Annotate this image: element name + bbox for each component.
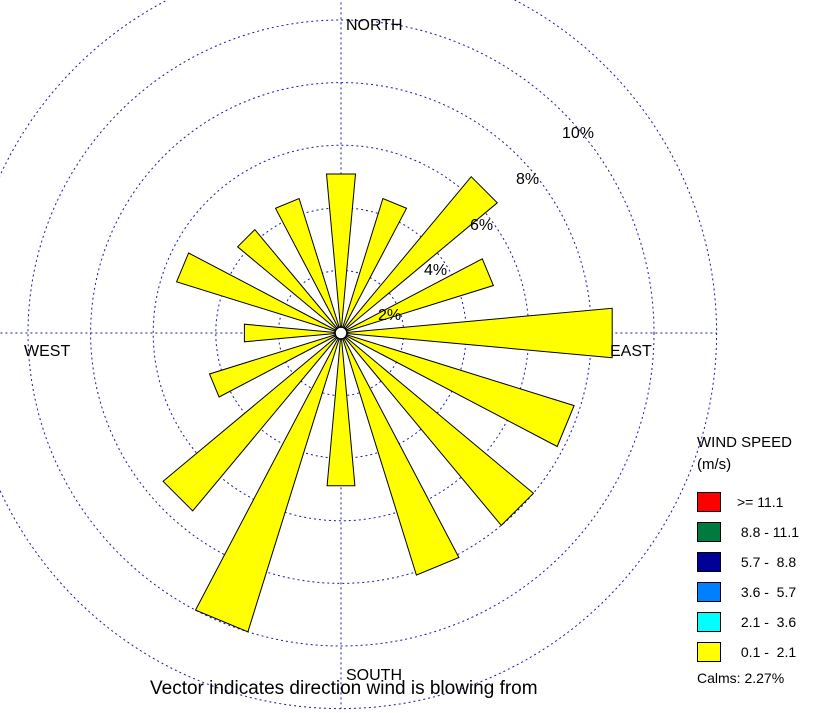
legend-items: >= 11.1 8.8 - 11.1 5.7 - 8.8 3.6 - 5.7 2… xyxy=(697,490,827,664)
ring-label: 8% xyxy=(516,171,539,188)
petal-292_5deg xyxy=(175,252,342,334)
petal-180deg xyxy=(326,332,356,487)
petal-22_5deg xyxy=(340,197,408,334)
petal-90deg xyxy=(340,307,613,359)
petal-202_5deg xyxy=(194,332,342,633)
legend-title: WIND SPEED xyxy=(697,434,793,451)
petal-157_5deg xyxy=(340,332,460,576)
legend-swatch xyxy=(697,492,721,512)
ring-10-pct xyxy=(27,19,655,647)
ring-label: 2% xyxy=(378,307,401,324)
legend-item: >= 11.1 xyxy=(697,490,827,514)
petal-270deg xyxy=(243,323,342,343)
legend-swatch xyxy=(697,582,721,602)
ring-labels: 2% 4% 6% 8% 10% xyxy=(378,125,594,324)
ring-label: 6% xyxy=(470,217,493,234)
petal-45deg xyxy=(340,175,499,334)
center-calm-circle xyxy=(334,326,348,340)
legend-range-label: 3.6 - 5.7 xyxy=(737,584,797,600)
west-label: WEST xyxy=(24,343,70,360)
ring-label: 10% xyxy=(562,125,594,142)
legend-swatch xyxy=(697,522,721,542)
south-label: SOUTH xyxy=(346,667,402,684)
petal-247_5deg xyxy=(208,332,342,398)
wind-petals xyxy=(162,173,613,633)
legend-item: 0.1 - 2.1 xyxy=(697,640,827,664)
ring-label: 4% xyxy=(424,262,447,279)
legend-range-label: 5.7 - 8.8 xyxy=(737,554,797,570)
calms-value: Calms: 2.27% xyxy=(697,670,785,686)
petal-337_5deg xyxy=(274,197,342,334)
petal-0deg xyxy=(325,173,357,334)
legend-range-label: >= 11.1 xyxy=(737,494,784,510)
petal-225deg xyxy=(162,332,342,512)
legend-item: 3.6 - 5.7 xyxy=(697,580,827,604)
petal-112_5deg xyxy=(340,332,575,448)
east-label: EAST xyxy=(610,343,652,360)
north-label: NORTH xyxy=(346,17,403,34)
legend-range-label: 0.1 - 2.1 xyxy=(737,644,797,660)
legend-item: 2.1 - 3.6 xyxy=(697,610,827,634)
petal-67_5deg xyxy=(340,258,495,334)
petal-315deg xyxy=(236,228,342,334)
legend-range-label: 8.8 - 11.1 xyxy=(737,524,800,540)
chart-footnote: Vector indicates direction wind is blowi… xyxy=(150,678,538,699)
legend-units: (m/s) xyxy=(697,456,732,473)
legend-swatch xyxy=(697,642,721,662)
legend-swatch xyxy=(697,552,721,572)
legend-item: 8.8 - 11.1 xyxy=(697,520,827,544)
legend-item: 5.7 - 8.8 xyxy=(697,550,827,574)
petal-135deg xyxy=(340,332,535,527)
wind-speed-legend: WIND SPEED (m/s) >= 11.1 8.8 - 11.1 5.7 … xyxy=(697,432,827,686)
legend-swatch xyxy=(697,612,721,632)
legend-range-label: 2.1 - 3.6 xyxy=(737,614,797,630)
